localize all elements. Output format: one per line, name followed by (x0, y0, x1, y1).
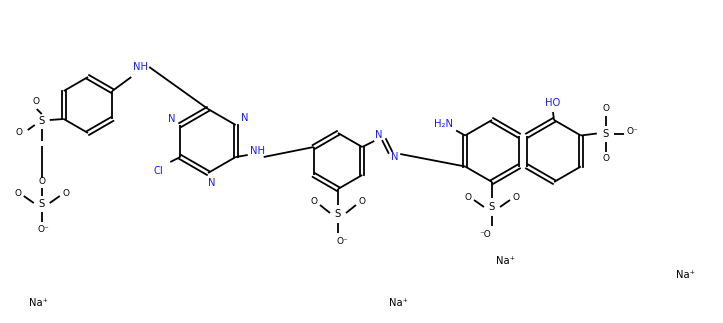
Text: O⁻: O⁻ (336, 236, 348, 245)
Text: NH: NH (250, 146, 265, 156)
Text: O⁻: O⁻ (38, 225, 50, 234)
Text: Na⁺: Na⁺ (495, 256, 515, 266)
Text: O: O (15, 128, 22, 137)
Text: O: O (602, 154, 609, 163)
Text: O⁻: O⁻ (627, 127, 638, 136)
Text: O: O (464, 193, 471, 203)
Text: S: S (603, 129, 609, 139)
Text: S: S (38, 199, 45, 209)
Text: O: O (33, 97, 39, 106)
Text: N: N (391, 152, 399, 162)
Text: O: O (310, 197, 317, 206)
Text: S: S (335, 209, 341, 219)
Text: HO: HO (545, 98, 560, 108)
Text: Na⁺: Na⁺ (388, 298, 408, 308)
Text: S: S (489, 202, 495, 212)
Text: O: O (513, 193, 520, 203)
Text: N: N (208, 178, 215, 188)
Text: Na⁺: Na⁺ (675, 270, 694, 280)
Text: ⁻O: ⁻O (479, 230, 491, 238)
Text: N: N (241, 113, 249, 123)
Text: O: O (62, 189, 69, 197)
Text: NH: NH (133, 62, 147, 72)
Text: O: O (602, 104, 609, 113)
Text: Na⁺: Na⁺ (29, 298, 48, 308)
Text: S: S (38, 116, 45, 126)
Text: H₂N: H₂N (434, 119, 453, 129)
Text: O: O (359, 197, 366, 206)
Text: N: N (375, 130, 383, 140)
Text: O: O (38, 178, 46, 186)
Text: N: N (168, 114, 175, 124)
Text: O: O (14, 189, 21, 197)
Text: Cl: Cl (153, 166, 163, 176)
